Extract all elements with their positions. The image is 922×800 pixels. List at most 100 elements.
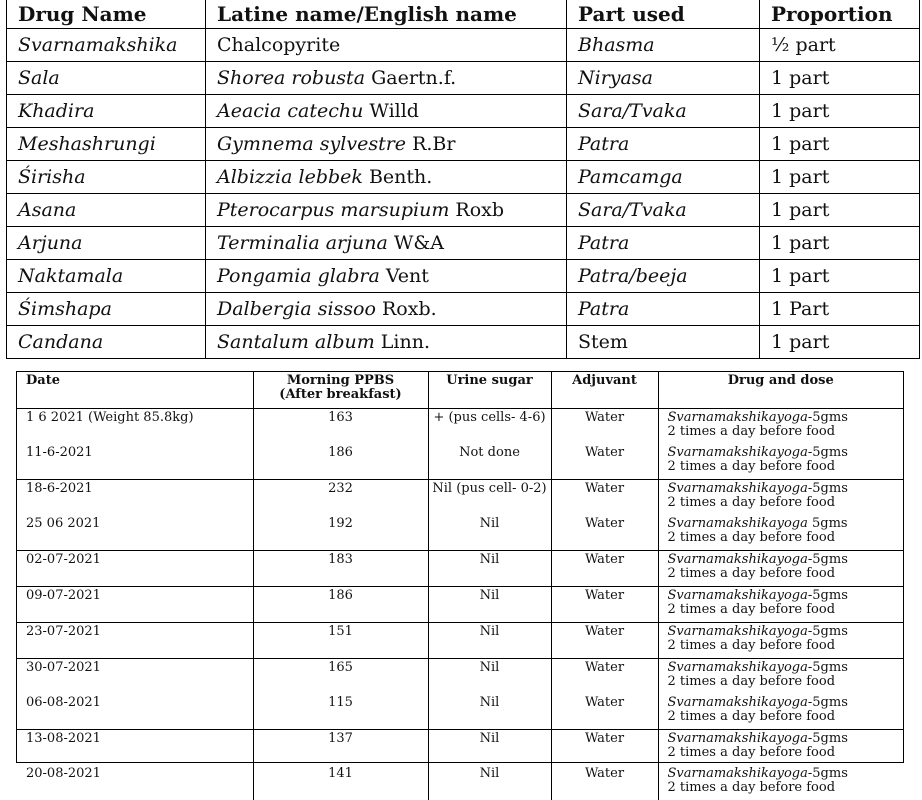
date-cell: 13-08-2021 [17, 729, 253, 765]
part-used-cell: Patra/beeja [566, 259, 760, 293]
proportion-cell: 1 part [759, 127, 920, 161]
date-cell: 30-07-2021 [17, 658, 253, 694]
drug-dose-cell: Svarnamakshikayoga-5gms 2 times a day bef… [657, 765, 903, 800]
treatment-row: 09-07-2021 186 Nil Water Svarnamakshikayoga-… [17, 586, 903, 623]
latin-name-cell: Aeacia catechu Willd [205, 94, 567, 128]
col-header-drug-name: Drug Name [6, 0, 206, 29]
date-cell: 06-08-2021 [26, 695, 101, 710]
urine-sugar-cell: Not done [427, 444, 551, 480]
part-used-cell: Patra [566, 127, 760, 161]
proportion-cell: 1 part [759, 325, 920, 359]
treatment-row: 20-08-2021 141 Nil Water Svarnamakshikayoga-… [17, 765, 903, 800]
author-abbrev: Roxb [449, 199, 505, 221]
drug-name: Svarnamakshikayoga [667, 695, 808, 710]
drug-dose-cell: Svarnamakshikayoga-5gms 2 times a day bef… [657, 444, 903, 480]
ingredient-row: Svarnamakshika Chalcopyrite Bhasma ½ part [6, 28, 920, 62]
author-abbrev: Gaertn.f. [365, 67, 457, 89]
adjuvant-cell: Water [550, 550, 658, 587]
col-header-proportion: Proportion [759, 0, 920, 29]
col-header-drug-dose: Drug and dose [657, 372, 903, 409]
date-cell: 1 6 2021 (Weight 85.8kg) [26, 410, 194, 425]
drug-name-cell: Śimshapa [6, 292, 206, 326]
treatment-row: 13-08-2021 137 Nil Water Svarnamakshikayoga-… [17, 729, 903, 765]
col-header-part-used: Part used [566, 0, 760, 29]
adjuvant-cell: Water [550, 622, 658, 659]
urine-sugar-cell: Nil [427, 586, 551, 623]
latin-name-cell: Chalcopyrite [205, 28, 567, 62]
dose-frequency: 2 times a day before food [667, 459, 836, 474]
adjuvant-cell: Water [550, 479, 658, 515]
drug-dose-cell: Svarnamakshikayoga-5gms 2 times a day bef… [657, 479, 903, 515]
ppbs-cell: 151 [252, 622, 428, 659]
drug-name-cell: Śirisha [6, 160, 206, 194]
author-abbrev: Willd [363, 100, 419, 122]
ppbs-cell: 165 [252, 658, 428, 694]
part-used-cell: Stem [566, 325, 760, 359]
latin-name: Santalum album [217, 331, 375, 353]
date-cell: 11-6-2021 [26, 445, 93, 460]
urine-sugar-cell: Nil [427, 622, 551, 659]
author-abbrev: W&A [387, 232, 445, 254]
latin-name-cell: Pterocarpus marsupium Roxb [205, 193, 567, 227]
adjuvant-cell: Water [550, 729, 658, 765]
latin-name: Pongamia glabra [217, 265, 380, 287]
dose-amount: -5gms [807, 624, 848, 639]
drug-dose-cell: Svarnamakshikayoga-5gms 2 times a day bef… [657, 408, 903, 444]
col-header-ppbs: Morning PPBS (After breakfast) [252, 372, 428, 409]
dose-frequency: 2 times a day before food [667, 530, 836, 545]
drug-name: Svarnamakshikayoga [667, 516, 808, 531]
date-cell: 25 06 2021 [26, 516, 101, 531]
latin-name: Dalbergia sissoo [217, 298, 376, 320]
author-abbrev: R.Br [406, 133, 456, 155]
proportion-cell: 1 part [759, 160, 920, 194]
dose-amount: -5gms [807, 481, 848, 496]
treatment-row: 11-6-2021 186 Not done Water Svarnamakshikay… [17, 444, 903, 480]
adjuvant-cell: Water [550, 658, 658, 694]
ppbs-cell: 232 [252, 479, 428, 515]
dose-amount: -5gms [807, 660, 848, 675]
ppbs-cell: 186 [252, 586, 428, 623]
treatment-header-row: Date Morning PPBS (After breakfast) Urin… [17, 372, 903, 409]
ingredient-row: Śirisha Albizzia lebbek Benth. Pamcamga 1 p… [6, 160, 920, 194]
treatment-row: 18-6-2021 232 Nil (pus cell- 0-2) Water Svar… [17, 479, 903, 515]
ppbs-cell: 192 [252, 515, 428, 551]
drug-name: Svarnamakshikayoga [667, 731, 808, 746]
drug-name-cell: Asana [6, 193, 206, 227]
dose-frequency: 2 times a day before food [667, 566, 836, 581]
drug-name: Svarnamakshikayoga [667, 588, 808, 603]
ppbs-cell: 141 [252, 765, 428, 800]
author-abbrev: Benth. [362, 166, 433, 188]
proportion-cell: 1 part [759, 94, 920, 128]
drug-name-cell: Khadira [6, 94, 206, 128]
drug-name-cell: Svarnamakshika [6, 28, 206, 62]
part-used-cell: Bhasma [566, 28, 760, 62]
part-used-cell: Pamcamga [566, 160, 760, 194]
drug-name-cell: Arjuna [6, 226, 206, 260]
adjuvant-cell: Water [550, 408, 658, 444]
part-used-cell: Sara/Tvaka [566, 193, 760, 227]
author-abbrev: Vent [379, 265, 429, 287]
drug-name-cell: Sala [6, 61, 206, 95]
ppbs-cell: 186 [252, 444, 428, 480]
latin-name: Chalcopyrite [217, 34, 341, 56]
ingredient-row: Arjuna Terminalia arjuna W&A Patra 1 part [6, 226, 920, 260]
dose-frequency: 2 times a day before food [667, 638, 836, 653]
dose-amount: -5gms [807, 588, 848, 603]
treatment-log-table-frame: Date Morning PPBS (After breakfast) Urin… [16, 371, 904, 800]
col-header-adjuvant: Adjuvant [550, 372, 658, 409]
proportion-cell: 1 part [759, 61, 920, 95]
ppbs-header-sub: (After breakfast) [279, 387, 402, 402]
drug-dose-cell: Svarnamakshikayoga-5gms 2 times a day bef… [657, 658, 903, 694]
urine-sugar-cell: Nil [427, 765, 551, 800]
dose-amount: 5gms [807, 516, 848, 531]
urine-sugar-cell: Nil [427, 658, 551, 694]
ppbs-header-label: Morning PPBS [286, 373, 395, 388]
drug-name: Svarnamakshikayoga [667, 660, 808, 675]
adjuvant-cell: Water [550, 694, 658, 730]
part-used-cell: Niryasa [566, 61, 760, 95]
latin-name: Aeacia catechu [217, 100, 364, 122]
date-cell: 23-07-2021 [17, 622, 253, 659]
treatment-row: 06-08-2021 115 Nil Water Svarnamakshikayoga-… [17, 694, 903, 730]
dose-frequency: 2 times a day before food [667, 780, 836, 795]
drug-dose-cell: Svarnamakshikayoga-5gms 2 times a day bef… [657, 550, 903, 587]
